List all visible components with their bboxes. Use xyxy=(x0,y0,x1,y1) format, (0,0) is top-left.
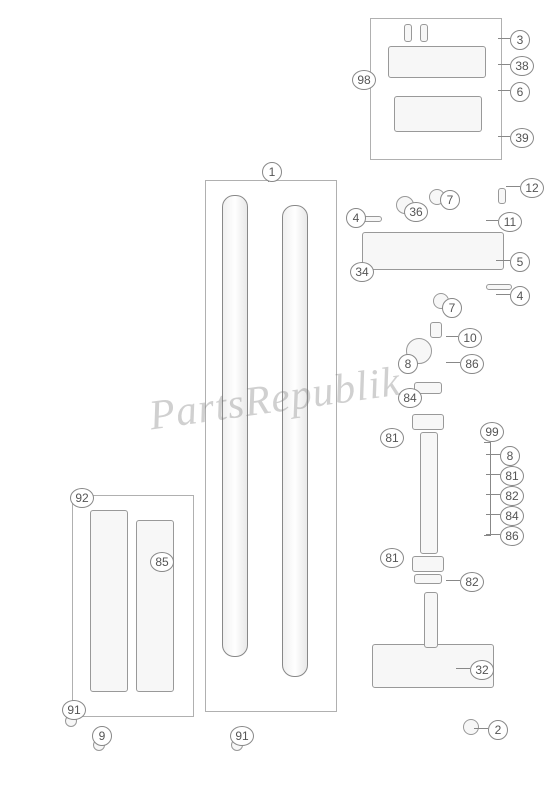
leader-line xyxy=(446,336,458,337)
callout-9[interactable]: 9 xyxy=(92,726,112,746)
leader-line xyxy=(496,294,510,295)
group-top-clamp xyxy=(370,18,502,160)
part-bearing-81b xyxy=(412,556,444,572)
callout-1[interactable]: 1 xyxy=(262,162,282,182)
callout-3[interactable]: 3 xyxy=(510,30,530,50)
leader-line xyxy=(456,668,470,669)
callout-86[interactable]: 86 xyxy=(460,354,484,374)
part-top-clamp xyxy=(388,46,486,78)
leader-line xyxy=(474,728,488,729)
part-bolt-3b xyxy=(420,24,428,42)
callout-36[interactable]: 36 xyxy=(404,202,428,222)
callout-39[interactable]: 39 xyxy=(510,128,534,148)
leader-line xyxy=(498,38,510,39)
leader-line xyxy=(486,220,498,221)
callout-12[interactable]: 12 xyxy=(520,178,544,198)
part-guard-right xyxy=(136,520,174,692)
callout-7[interactable]: 7 xyxy=(440,190,460,210)
callout-98[interactable]: 98 xyxy=(352,70,376,90)
callout-10[interactable]: 10 xyxy=(458,328,482,348)
callout-99[interactable]: 99 xyxy=(480,422,504,442)
part-upper-triple xyxy=(362,232,504,270)
callout-6[interactable]: 6 xyxy=(510,82,530,102)
callout-11[interactable]: 11 xyxy=(498,212,522,232)
part-bearing-81a xyxy=(412,414,444,430)
callout-81[interactable]: 81 xyxy=(380,428,404,448)
part-fork-tube-right xyxy=(282,205,308,677)
callout-32[interactable]: 32 xyxy=(470,660,494,680)
callout-38[interactable]: 38 xyxy=(510,56,534,76)
callout-4[interactable]: 4 xyxy=(346,208,366,228)
leader-line xyxy=(446,580,460,581)
part-top-clamp-sub xyxy=(394,96,482,132)
part-bolt-3a xyxy=(404,24,412,42)
part-bolt-4b xyxy=(486,284,512,290)
callout-7[interactable]: 7 xyxy=(442,298,462,318)
callout-8[interactable]: 8 xyxy=(500,446,520,466)
leader-line xyxy=(496,260,510,261)
part-fork-tube-left xyxy=(222,195,248,657)
callout-84[interactable]: 84 xyxy=(500,506,524,526)
bracket-99 xyxy=(484,442,491,536)
callout-4[interactable]: 4 xyxy=(510,286,530,306)
part-bolt-12 xyxy=(498,188,506,204)
callout-5[interactable]: 5 xyxy=(510,252,530,272)
callout-34[interactable]: 34 xyxy=(350,262,374,282)
part-nut-2 xyxy=(463,719,479,735)
diagram-canvas: 3386399811273641153447108868481998818284… xyxy=(0,0,549,798)
leader-line xyxy=(498,136,510,137)
callout-86[interactable]: 86 xyxy=(500,526,524,546)
callout-91[interactable]: 91 xyxy=(62,700,86,720)
part-guard-left xyxy=(90,510,128,692)
callout-81[interactable]: 81 xyxy=(380,548,404,568)
callout-84[interactable]: 84 xyxy=(398,388,422,408)
callout-2[interactable]: 2 xyxy=(488,720,508,740)
leader-line xyxy=(506,186,520,187)
leader-line xyxy=(498,64,510,65)
callout-82[interactable]: 82 xyxy=(500,486,524,506)
part-stem xyxy=(424,592,438,648)
callout-81[interactable]: 81 xyxy=(500,466,524,486)
callout-82[interactable]: 82 xyxy=(460,572,484,592)
callout-8[interactable]: 8 xyxy=(398,354,418,374)
callout-85[interactable]: 85 xyxy=(150,552,174,572)
part-steer-tube xyxy=(420,432,438,554)
leader-line xyxy=(498,90,510,91)
part-bush-10 xyxy=(430,322,442,338)
callout-91[interactable]: 91 xyxy=(230,726,254,746)
callout-92[interactable]: 92 xyxy=(70,488,94,508)
leader-line xyxy=(446,362,460,363)
part-seal-82 xyxy=(414,574,442,584)
